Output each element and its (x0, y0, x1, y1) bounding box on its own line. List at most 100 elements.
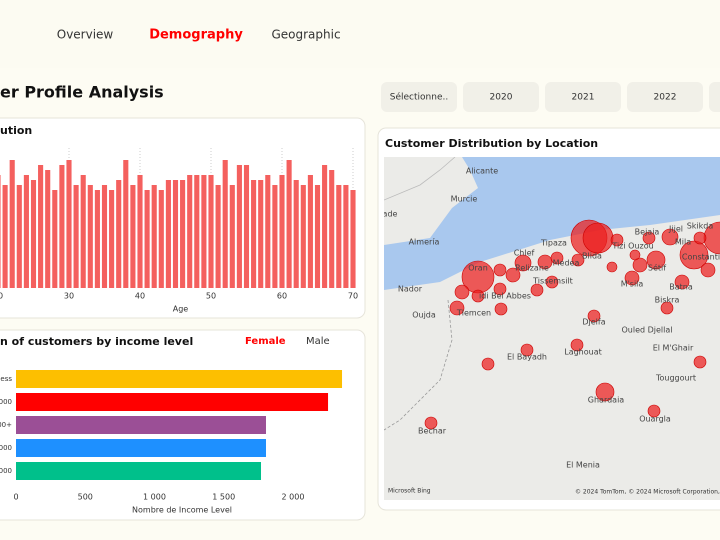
place-label: Ghardaia (588, 396, 625, 405)
map-bubble (674, 274, 690, 290)
bar (0, 175, 1, 288)
page-title: er Profile Analysis (0, 83, 164, 102)
bar (16, 416, 266, 434)
x-tick-label: 2 000 (282, 493, 305, 502)
map-bubble (629, 249, 641, 261)
place-label: Bechar (418, 427, 447, 436)
map-bubble (642, 231, 656, 245)
map-bubble (606, 261, 618, 273)
filter-label[interactable]: 2021 (572, 93, 595, 103)
bar (144, 190, 150, 288)
card-title: ution (0, 124, 32, 137)
legend-entry[interactable]: Male (306, 336, 330, 347)
map-bubble (679, 240, 709, 270)
card-title: Customer Distribution by Location (385, 137, 598, 150)
place-label: Oran (468, 264, 488, 273)
x-tick-label: 70 (348, 292, 358, 301)
place-label: Biskra (655, 296, 680, 305)
filter-button[interactable] (463, 82, 539, 112)
filter-label[interactable]: Sélectionne.. (390, 92, 448, 103)
x-tick-label: 20 (0, 292, 3, 301)
map-bubble (632, 257, 648, 273)
map-bubble (471, 289, 485, 303)
x-tick-label: 40 (135, 292, 145, 301)
bar (307, 175, 313, 288)
place-label: Constantine (682, 253, 720, 262)
filter-label[interactable]: 2020 (490, 93, 513, 103)
bar (2, 185, 8, 288)
place-label: El Bayadh (507, 353, 547, 362)
bar (80, 175, 86, 288)
bar (194, 175, 200, 288)
filter-button[interactable] (627, 82, 703, 112)
bar (158, 190, 164, 288)
place-label: Alicante (466, 167, 498, 176)
nav-bar (0, 0, 720, 68)
bar (314, 185, 321, 288)
bar (265, 175, 271, 288)
nav-tab[interactable]: Demography (149, 28, 243, 43)
x-tick-label: 50 (206, 292, 216, 301)
bar (322, 165, 328, 288)
bar (151, 185, 157, 288)
map-bubble (570, 338, 584, 352)
bar (130, 185, 136, 288)
filter-button[interactable] (545, 82, 621, 112)
place-label: Jijel (668, 225, 683, 234)
place-label: Sétif (648, 263, 666, 273)
place-label: Murcie (451, 195, 478, 204)
map-bubble (530, 283, 544, 297)
bar (336, 185, 342, 288)
map-bubble (454, 284, 470, 300)
bar (123, 160, 129, 288)
map-bubble (595, 382, 615, 402)
map-bubble (660, 301, 674, 315)
map-bubble (693, 231, 707, 245)
map-bubble (493, 282, 507, 296)
map-bubble (449, 300, 465, 316)
filter-button[interactable] (709, 82, 720, 112)
filter-button[interactable] (381, 82, 457, 112)
map-bubble (520, 343, 534, 357)
place-label: idi Bel Abbes (479, 292, 531, 301)
place-label: Mila (675, 238, 691, 247)
bar (16, 370, 343, 388)
bar (229, 185, 235, 288)
map-bubble (661, 228, 679, 246)
place-label: El M'Ghair (653, 344, 694, 353)
map-bubble (545, 275, 559, 289)
bar (350, 190, 356, 288)
bar (16, 439, 266, 457)
nav-tab[interactable]: Geographic (271, 28, 340, 42)
bar (236, 165, 242, 288)
bar (87, 185, 93, 288)
map-bubble (424, 416, 438, 430)
y-tick-label: 00+ (0, 421, 12, 429)
map-bubble (624, 270, 640, 286)
place-label: Blida (582, 252, 602, 261)
legend-entry[interactable]: Female (245, 336, 286, 347)
bar (30, 180, 37, 288)
bar (293, 180, 299, 288)
place-label: Ouargla (639, 415, 671, 424)
map: Alicante Murcie enade Almería Nador Oujda Oran… (384, 157, 720, 500)
place-label: Ouled Djellal (621, 326, 672, 335)
bar (16, 393, 329, 411)
bar (272, 185, 278, 288)
map-bubble (693, 355, 707, 369)
place-label: Djelfa (582, 318, 605, 327)
bar (201, 175, 207, 288)
x-axis-label: Nombre de Income Level (132, 506, 232, 515)
map-bubble (493, 263, 507, 277)
place-label: Skikda (687, 222, 714, 231)
nav-tab[interactable]: Overview (57, 28, 114, 42)
place-label: Nador (398, 285, 423, 294)
bar (279, 175, 285, 288)
filter-label[interactable]: 2022 (654, 93, 677, 103)
place-label: Touggourt (655, 374, 696, 383)
map-bubble (550, 251, 564, 265)
place-label: El Menia (566, 461, 600, 470)
bar (116, 180, 122, 288)
bar (215, 185, 221, 288)
map-bubble (646, 250, 666, 270)
